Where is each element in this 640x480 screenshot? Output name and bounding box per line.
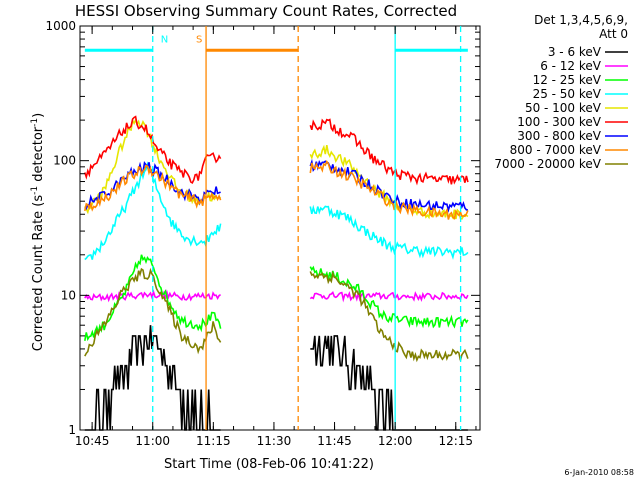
series-line-6 xyxy=(84,158,468,213)
x-tick-label-0: 10:45 xyxy=(75,434,110,448)
footer-timestamp: 6-Jan-2010 08:58 xyxy=(564,468,634,477)
legend-label-6: 300 - 800 keV xyxy=(517,129,601,143)
series-line-8 xyxy=(84,267,469,363)
legend-label-0: 3 - 6 keV xyxy=(548,45,602,59)
x-tick-label-5: 12:00 xyxy=(378,434,413,448)
y-tick-label-2: 100 xyxy=(53,154,76,168)
marker-S-label: S xyxy=(196,34,202,45)
legend-header-attenuator: Att 0 xyxy=(599,27,628,41)
series-line-0 xyxy=(84,325,468,431)
legend-label-5: 100 - 300 keV xyxy=(517,115,601,129)
legend-label-7: 800 - 7000 keV xyxy=(510,143,602,157)
y-tick-label-3: 1000 xyxy=(45,19,76,33)
y-tick-label-0: 1 xyxy=(68,423,76,437)
series-line-1 xyxy=(84,289,469,303)
legend-label-2: 12 - 25 keV xyxy=(533,73,602,87)
x-tick-label-2: 11:15 xyxy=(196,434,231,448)
x-tick-label-1: 11:00 xyxy=(135,434,170,448)
legend-label-3: 25 - 50 keV xyxy=(533,87,602,101)
plot-frame xyxy=(79,25,481,431)
y-axis-label: Corrected Count Rate (s-1 detector-1) xyxy=(30,113,46,351)
x-tick-label-6: 12:15 xyxy=(438,434,473,448)
series-line-7 xyxy=(84,160,469,220)
legend-header-detectors: Det 1,3,4,5,6,9, xyxy=(534,13,628,27)
x-tick-label-3: 11:30 xyxy=(257,434,292,448)
plot-area: N S 10:45 11:00 11:15 11:30 11:45 12:00 12:15 1 10… xyxy=(45,19,481,448)
legend-label-1: 6 - 12 keV xyxy=(540,59,602,73)
legend-label-8: 7000 - 20000 keV xyxy=(494,157,601,171)
y-tick-label-1: 10 xyxy=(61,288,76,302)
x-tick-label-4: 11:45 xyxy=(317,434,352,448)
x-axis-label: Start Time (08-Feb-06 10:41:22) xyxy=(164,457,374,472)
marker-N-label: N xyxy=(161,34,168,45)
chart-title: HESSI Observing Summary Count Rates, Cor… xyxy=(75,2,457,20)
legend-label-4: 50 - 100 keV xyxy=(525,101,602,115)
